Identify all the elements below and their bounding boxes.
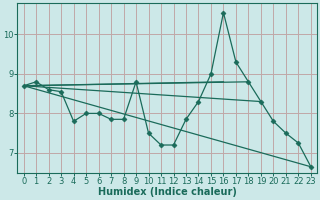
X-axis label: Humidex (Indice chaleur): Humidex (Indice chaleur) [98, 187, 237, 197]
